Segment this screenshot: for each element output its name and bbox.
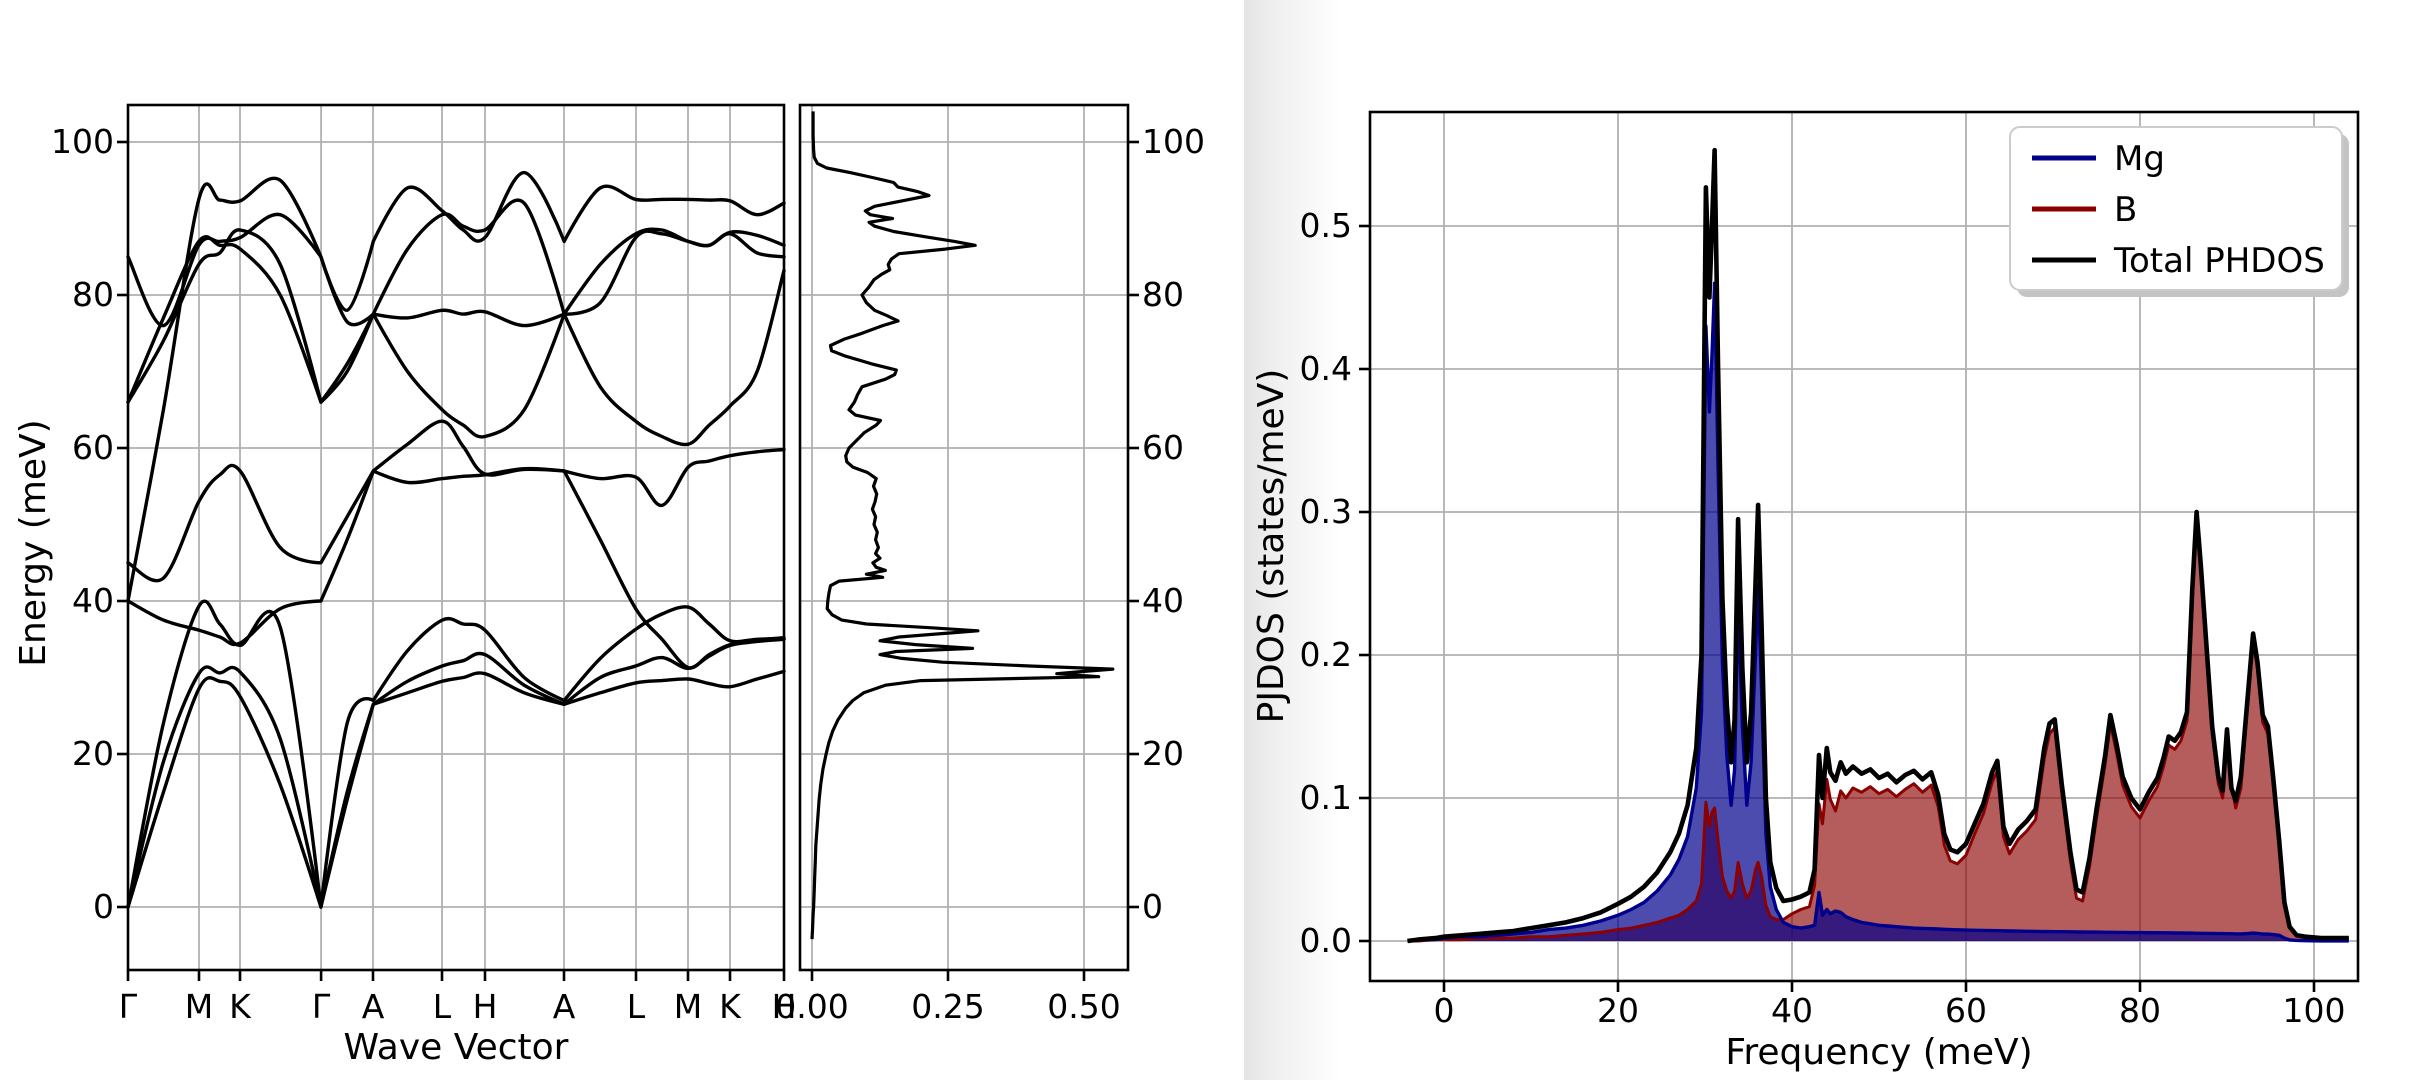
dos-x-tick-label: 0.50: [1047, 987, 1120, 1026]
legend-label-Mg: Mg: [2114, 139, 2165, 179]
axes-frame: [126, 103, 786, 972]
phonon-branch-9: [126, 212, 786, 328]
phonon-branch-8: [126, 228, 786, 447]
band-x-axis-title: Wave Vector: [344, 1027, 569, 1068]
pjdos-y-tick-label: 0.2: [1300, 635, 1352, 674]
legend-box: [2009, 126, 2343, 291]
band-y-tick-label: 40: [72, 581, 114, 620]
phonon-branches: [126, 170, 786, 909]
band-x-tick-label: K: [719, 987, 742, 1026]
pjdos-x-axis-title: Frequency (meV): [1725, 1032, 2032, 1073]
band-x-tick-label: M: [185, 987, 213, 1026]
band-x-tick-label: Γ: [119, 987, 138, 1026]
axes-frame: [1368, 110, 2360, 983]
band-y-tick-label: 20: [72, 734, 114, 773]
band-y-axis-title: Energy (meV): [13, 419, 54, 666]
pjdos-x-tick-label: 20: [1597, 991, 1639, 1030]
band-x-tick-label: M: [674, 987, 702, 1026]
band-y-tick-label: 60: [72, 428, 114, 467]
pjdos-ticks: [1359, 224, 2316, 992]
phonon-branch-1: [126, 669, 786, 909]
window-divider: [1244, 0, 1340, 1080]
pjdos-x-tick-label: 0: [1434, 991, 1455, 1030]
band-x-tick-label: Γ: [312, 987, 331, 1026]
band-y-tick-label: 100: [51, 122, 114, 161]
band-x-tick-label: K: [229, 987, 252, 1026]
band-x-tick-label: H: [772, 987, 797, 1026]
pjdos-panel: 0 20 40 60 80 100 0.0 0.1 0.2 0.3 0.4 0.5 Mg B Total P…: [1300, 110, 2360, 1030]
total-dos-curve: [810, 111, 1115, 940]
band-x-tick-label: A: [362, 987, 385, 1026]
dos-y-tick-label: 20: [1142, 734, 1184, 773]
phonon-branch-5: [126, 419, 786, 583]
boron-pjdos-fill: [1407, 519, 2349, 941]
dos-y-tick-label: 0: [1142, 887, 1163, 926]
mg-pjdos-line: [1407, 281, 2349, 943]
dos-side-panel: 0.00 0.25 0.50 0 20 40 60 80 100: [775, 103, 1205, 1026]
band-x-tick-label: L: [433, 987, 452, 1026]
dos-x-tick-label: 0.25: [911, 987, 984, 1026]
band-y-tick-label: 0: [93, 887, 114, 926]
pjdos-tick-labels: 0 20 40 60 80 100 0.0 0.1 0.2 0.3 0.4 0.5: [1300, 206, 2346, 1030]
band-y-tick-label: 80: [72, 275, 114, 314]
pjdos-y-tick-label: 0.3: [1300, 492, 1352, 531]
legend-label-B: B: [2114, 190, 2137, 230]
band-x-tick-label: A: [553, 987, 576, 1026]
dos-y-tick-label: 100: [1142, 122, 1205, 161]
band-x-tick-label: H: [473, 987, 498, 1026]
pjdos-x-tick-label: 40: [1771, 991, 1813, 1030]
pjdos-x-tick-label: 100: [2283, 991, 2346, 1030]
pjdos-y-tick-label: 0.1: [1300, 778, 1352, 817]
dos-tick-labels: 0.00 0.25 0.50 0 20 40 60 80 100: [775, 122, 1205, 1026]
pjdos-y-axis-title: PJDOS (states/meV): [1251, 369, 1292, 724]
total-phdos-line: [1407, 147, 2349, 944]
phonon-branch-4: [126, 466, 786, 670]
pjdos-y-tick-label: 0.5: [1300, 206, 1352, 245]
phonon-branch-3: [126, 599, 786, 909]
pjdos-x-tick-label: 60: [1945, 991, 1987, 1030]
pjdos-y-tick-label: 0.4: [1300, 349, 1352, 388]
dos-ticks: [810, 140, 1139, 981]
pjdos-x-tick-label: 80: [2119, 991, 2161, 1030]
dos-x-tick-label: 0.00: [775, 987, 848, 1026]
band-ticks: [117, 140, 786, 981]
dos-y-tick-label: 80: [1142, 275, 1184, 314]
dos-y-tick-label: 60: [1142, 428, 1184, 467]
band-x-tick-label: L: [627, 987, 646, 1026]
dos-y-tick-label: 40: [1142, 581, 1184, 620]
pjdos-y-tick-label: 0.0: [1300, 921, 1352, 960]
legend-label-Total PHDOS: Total PHDOS: [2113, 241, 2325, 281]
axes-frame: [798, 103, 1130, 972]
pjdos-legend: Mg B Total PHDOS: [2009, 126, 2349, 297]
